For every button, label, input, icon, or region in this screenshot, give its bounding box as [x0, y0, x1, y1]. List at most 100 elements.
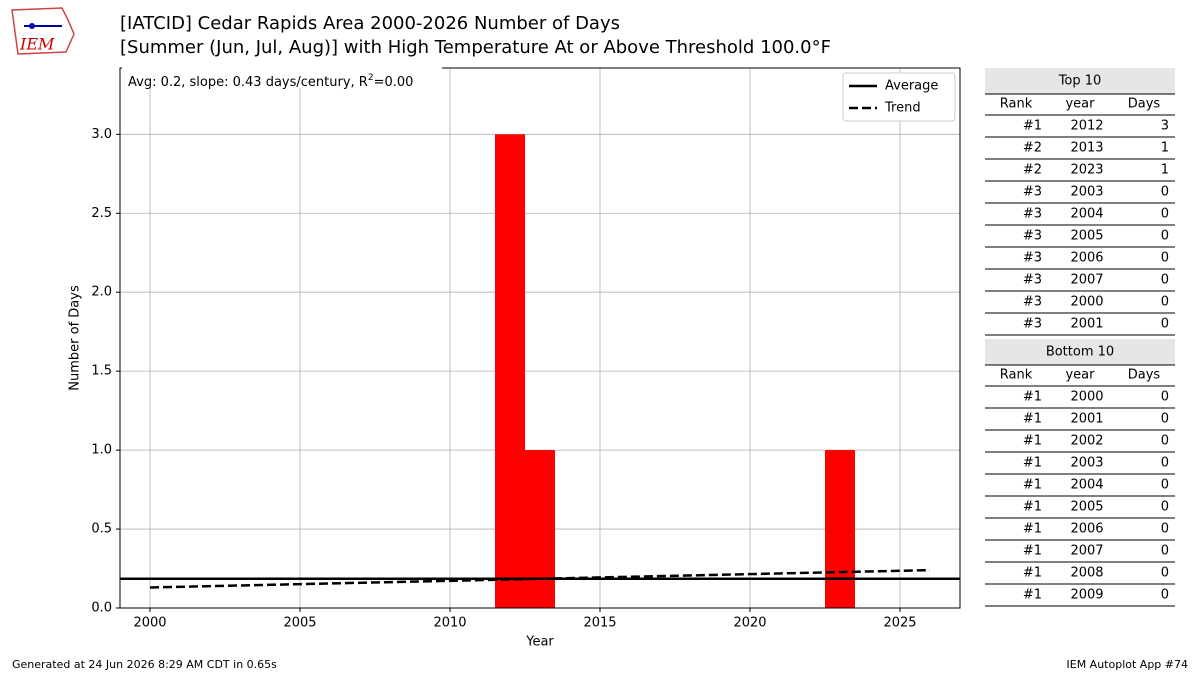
cell: #3 — [1023, 251, 1042, 266]
table-header-bg — [985, 339, 1175, 365]
cell: 0 — [1161, 544, 1169, 559]
cell: 0 — [1161, 229, 1169, 244]
cell: 2004 — [1070, 207, 1103, 222]
table-title: Top 10 — [1058, 74, 1102, 89]
cell: #1 — [1023, 478, 1042, 493]
annotation-part: 2 — [368, 73, 374, 83]
cell: 2002 — [1070, 434, 1103, 449]
cell: #2 — [1023, 163, 1042, 178]
cell: #3 — [1023, 273, 1042, 288]
cell: 2005 — [1070, 229, 1103, 244]
y-tick-label: 3.0 — [91, 127, 112, 142]
column-header: Days — [1128, 97, 1161, 112]
cell: #3 — [1023, 229, 1042, 244]
logo-text: IEM — [19, 35, 55, 54]
y-tick-label: 0.0 — [91, 601, 112, 616]
cell: #1 — [1023, 119, 1042, 134]
column-header: Days — [1128, 368, 1161, 383]
trend-line — [149, 568, 931, 589]
y-tick-label: 2.0 — [91, 285, 112, 300]
y-tick-label: 1.5 — [91, 364, 112, 379]
logo: IEM — [11, 7, 75, 55]
x-tick-label: 2005 — [283, 616, 316, 631]
cell: #2 — [1023, 141, 1042, 156]
cell: 0 — [1161, 207, 1169, 222]
cell: 0 — [1161, 412, 1169, 427]
cell: #3 — [1023, 207, 1042, 222]
y-tick-label: 1.0 — [91, 443, 112, 458]
column-header: Rank — [1000, 368, 1033, 383]
cell: 2003 — [1070, 456, 1103, 471]
cell: 2003 — [1070, 185, 1103, 200]
cell: 0 — [1161, 500, 1169, 515]
annotation-box — [122, 62, 442, 88]
cell: 2007 — [1070, 273, 1103, 288]
cell: 0 — [1161, 588, 1169, 603]
plot-frame — [119, 67, 961, 609]
cell: 1 — [1161, 163, 1169, 178]
cell: 0 — [1161, 295, 1169, 310]
cell: 1 — [1161, 141, 1169, 156]
cell: 0 — [1161, 317, 1169, 332]
chart-title: [IATCID] Cedar Rapids Area 2000-2026 Num… — [120, 13, 620, 34]
cell: #1 — [1023, 544, 1042, 559]
cell: 2001 — [1070, 412, 1103, 427]
cell: 2013 — [1070, 141, 1103, 156]
cell: #3 — [1023, 295, 1042, 310]
cell: 2006 — [1070, 251, 1103, 266]
cell: #1 — [1023, 412, 1042, 427]
annotation: Avg: 0.2, slope: 0.43 days/century, R2=0… — [128, 73, 413, 90]
cell: #1 — [1023, 434, 1042, 449]
x-tick-label: 2010 — [433, 616, 466, 631]
cell: #1 — [1023, 500, 1042, 515]
cell: 0 — [1161, 478, 1169, 493]
cell: 0 — [1161, 273, 1169, 288]
x-tick-label: 2020 — [733, 616, 766, 631]
legend-label: Trend — [884, 101, 921, 116]
cell: 2008 — [1070, 566, 1103, 581]
chart-subtitle: [Summer (Jun, Jul, Aug)] with High Tempe… — [120, 37, 831, 58]
cell: 0 — [1161, 456, 1169, 471]
bar — [825, 450, 855, 608]
annotation-part: Avg: 0.2, slope: 0.43 days/century, R — [128, 75, 368, 90]
legend-label: Average — [885, 79, 938, 94]
cell: 2005 — [1070, 500, 1103, 515]
table-header-bg — [985, 68, 1175, 94]
cell: 3 — [1161, 119, 1169, 134]
cell: 0 — [1161, 566, 1169, 581]
cell: #1 — [1023, 390, 1042, 405]
cell: #1 — [1023, 456, 1042, 471]
cell: 0 — [1161, 185, 1169, 200]
cell: #1 — [1023, 588, 1042, 603]
cell: 2004 — [1070, 478, 1103, 493]
cell: 0 — [1161, 390, 1169, 405]
cell: 2001 — [1070, 317, 1103, 332]
column-header: year — [1065, 368, 1095, 383]
y-axis-label: Number of Days — [68, 285, 83, 391]
y-tick-label: 0.5 — [91, 522, 112, 537]
column-header: year — [1065, 97, 1095, 112]
cell: 2007 — [1070, 544, 1103, 559]
cell: 0 — [1161, 251, 1169, 266]
cell: 2012 — [1070, 119, 1103, 134]
column-header: Rank — [1000, 97, 1033, 112]
x-tick-label: 2015 — [583, 616, 616, 631]
annotation-part: =0.00 — [374, 75, 414, 90]
cell: 2009 — [1070, 588, 1103, 603]
y-tick-label: 2.5 — [91, 206, 112, 221]
cell: 2023 — [1070, 163, 1103, 178]
cell: 2000 — [1070, 390, 1103, 405]
cell: #3 — [1023, 185, 1042, 200]
bar — [495, 134, 525, 608]
cell: 0 — [1161, 522, 1169, 537]
cell: #1 — [1023, 566, 1042, 581]
footer-left: Generated at 24 Jun 2026 8:29 AM CDT in … — [12, 658, 277, 671]
x-tick-label: 2000 — [133, 616, 166, 631]
cell: 2006 — [1070, 522, 1103, 537]
x-tick-label: 2025 — [883, 616, 916, 631]
cell: #1 — [1023, 522, 1042, 537]
footer-right: IEM Autoplot App #74 — [1067, 658, 1189, 671]
cell: #3 — [1023, 317, 1042, 332]
x-axis-label: Year — [525, 635, 554, 650]
